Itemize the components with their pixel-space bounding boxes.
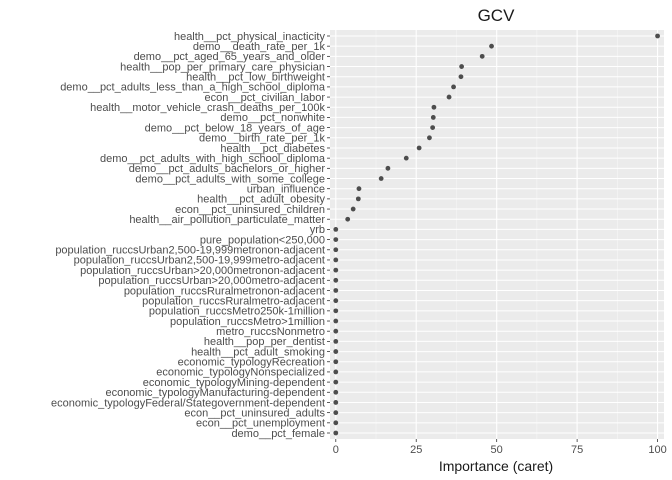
- y-tick-label: population_ruccsRuralmetronon-adjacent: [124, 285, 325, 297]
- y-tick-label: demo__pct_adults_with_high_school_diplom…: [100, 153, 326, 165]
- y-tick-label: health__pop_per_primary_care_physician: [120, 61, 325, 73]
- y-tick-label: demo__pct_below_18_years_of_age: [145, 122, 325, 134]
- data-point: [333, 369, 339, 375]
- y-tick-label: health__pct_adult_obesity: [197, 194, 325, 206]
- y-tick-label: health__pop_per_dentist: [204, 336, 325, 348]
- y-tick-label: health__pct_physical_inacticity: [174, 31, 326, 43]
- data-point: [430, 115, 436, 120]
- y-tick-label: econ__pct_uninsured_adults: [184, 407, 325, 419]
- y-axis-labels: health__pct_physical_inacticitydemo__dea…: [51, 31, 330, 440]
- data-point: [333, 318, 339, 324]
- data-point: [489, 43, 494, 49]
- data-point: [385, 165, 391, 171]
- data-point: [333, 430, 339, 436]
- y-tick-label: health__air_pollution_particulate_matter: [129, 214, 325, 226]
- y-tick-label: urban_influence: [247, 183, 325, 195]
- data-point: [333, 257, 339, 263]
- y-tick-label: demo__death_rate_per_1k: [193, 41, 326, 53]
- y-tick-label: health__pct_low_birthweight: [186, 72, 325, 84]
- y-tick-label: demo__pct_adults_less_than_a_high_school…: [60, 82, 326, 94]
- data-point: [333, 349, 339, 354]
- data-point: [479, 53, 485, 59]
- y-tick-label: economic_typologyMining-dependent: [143, 377, 325, 389]
- data-point: [451, 84, 456, 90]
- y-tick-label: population_ruccsUrban2,500-19,999metrono…: [55, 245, 325, 257]
- data-point: [333, 237, 339, 242]
- data-point: [427, 135, 432, 141]
- y-tick-label: demo__pct_female: [231, 428, 325, 440]
- data-point: [655, 33, 660, 39]
- data-point: [333, 298, 339, 304]
- y-tick-label: health__motor_vehicle_crash_deaths_per_1…: [90, 102, 325, 114]
- y-tick-label: metro_ruccsNonmetro: [216, 326, 325, 338]
- y-tick-label: population_ruccsRuralmetro-adjacent: [142, 295, 325, 307]
- x-tick-label: 100: [648, 444, 666, 456]
- data-point: [446, 94, 452, 100]
- x-axis: 0 25 50 75 100: [333, 439, 667, 456]
- data-point: [403, 155, 409, 161]
- y-tick-label: yrb: [310, 224, 325, 236]
- x-tick-label: 0: [333, 444, 339, 456]
- data-point: [350, 206, 356, 212]
- y-tick-label: demo__birth_rate_per_1k: [199, 133, 325, 145]
- y-tick-label: pure_population<250,000: [200, 234, 325, 246]
- data-point: [431, 104, 437, 110]
- y-tick-label: population_ruccsMetro>1million: [170, 316, 325, 328]
- data-point: [378, 176, 384, 181]
- data-point: [333, 328, 339, 334]
- data-point: [333, 338, 339, 344]
- data-point: [333, 389, 339, 395]
- y-tick-label: economic_typologyManufacturing-dependent: [105, 387, 325, 399]
- data-point: [333, 277, 339, 283]
- y-tick-label: econ__pct_unemployment: [196, 418, 325, 430]
- y-tick-label: demo__pct_aged_65_years_and_older: [134, 51, 326, 63]
- y-tick-label: population_ruccsUrban>20,000metronon-adj…: [80, 265, 325, 277]
- data-point: [333, 308, 339, 314]
- data-point: [355, 196, 361, 202]
- data-point: [333, 267, 339, 273]
- x-tick-label: 25: [410, 444, 422, 456]
- data-point: [333, 247, 339, 253]
- y-tick-label: population_ruccsMetro250k-1million: [149, 306, 325, 318]
- y-tick-label: economic_typologyNonspecialized: [156, 367, 325, 379]
- data-point: [345, 216, 351, 222]
- y-tick-label: economic_typologyRecreation: [178, 357, 325, 369]
- data-point: [333, 379, 339, 385]
- y-tick-label: econ__pct_uninsured_children: [175, 204, 325, 216]
- data-points: [333, 33, 660, 436]
- data-point: [333, 420, 339, 426]
- data-point: [458, 74, 464, 80]
- data-point: [333, 288, 339, 293]
- data-point: [333, 227, 339, 232]
- chart-title: GCV: [478, 6, 516, 25]
- data-point: [333, 359, 339, 365]
- data-point: [356, 186, 362, 192]
- data-point: [333, 400, 339, 405]
- data-point: [333, 410, 339, 416]
- y-tick-label: population_ruccsUrban2,500-19,999metro-a…: [74, 255, 325, 267]
- y-tick-label: demo__pct_adults_with_some_college: [135, 173, 325, 185]
- x-tick-label: 50: [491, 444, 503, 456]
- x-tick-label: 75: [571, 444, 583, 456]
- data-point: [416, 145, 422, 151]
- y-tick-label: population_ruccsUrban>20,000metro-adjace…: [98, 275, 325, 287]
- x-axis-title: Importance (caret): [439, 458, 553, 474]
- data-point: [430, 125, 436, 131]
- y-tick-label: demo__pct_adults_bachelors_or_higher: [129, 163, 326, 175]
- y-tick-label: econ__pct_civilian_labor: [205, 92, 326, 104]
- data-point: [459, 64, 465, 69]
- grid-lines: [330, 30, 664, 439]
- y-tick-label: economic_typologyFederal/Stategovernment…: [51, 397, 325, 409]
- y-tick-label: health__pct_diabetes: [220, 143, 325, 155]
- y-tick-label: health__pct_adult_smoking: [191, 346, 325, 358]
- y-tick-label: demo__pct_nonwhite: [220, 112, 325, 124]
